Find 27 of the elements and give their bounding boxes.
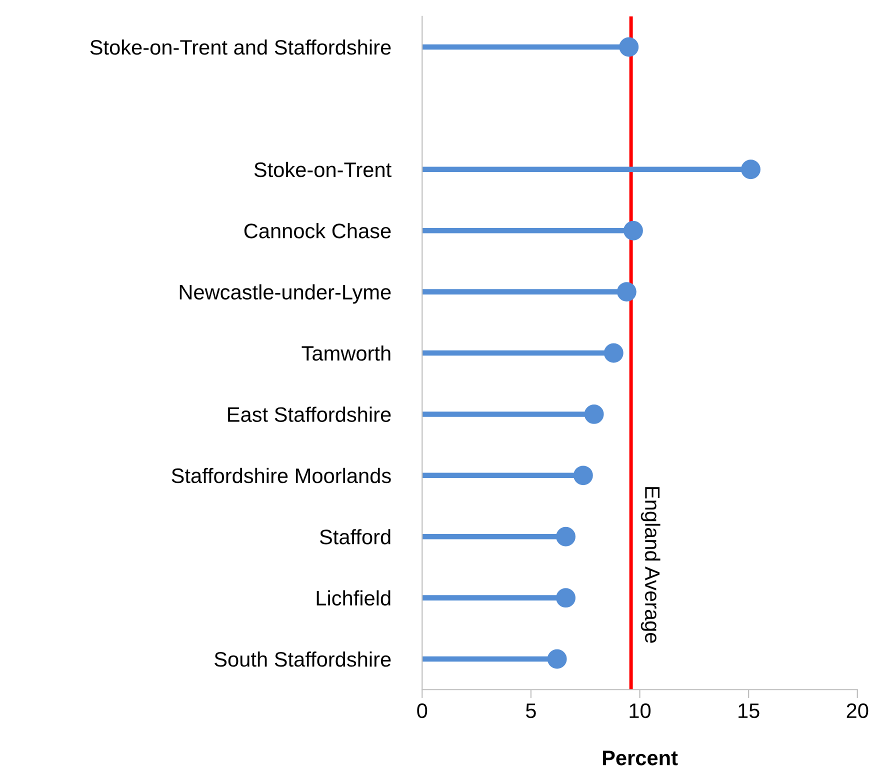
y-tick-label: Tamworth [302, 345, 390, 361]
y-tick-label: Stoke-on-Trent and Staffordshire [90, 39, 391, 55]
point [741, 160, 760, 180]
point [584, 404, 604, 424]
y-tick-label: East Staffordshire [228, 406, 391, 422]
y-tick-label: South Staffordshire [214, 651, 391, 667]
point [619, 37, 639, 57]
x-tick-label: 5 [526, 704, 536, 718]
y-tick-label: Stoke-on-Trent [254, 162, 392, 178]
x-axis-title: Percent [602, 750, 678, 766]
point [604, 343, 624, 363]
x-tick-label: 20 [846, 703, 868, 718]
y-tick-label: Lichfield [316, 590, 390, 606]
point [573, 466, 593, 486]
x-tick-label: 10 [630, 703, 651, 718]
ref-line-label: England Average [640, 487, 660, 643]
point [556, 588, 576, 608]
point [616, 282, 636, 302]
x-tick-label: 0 [417, 703, 428, 718]
y-tick-label: Staffordshire Moorlands [172, 468, 391, 484]
y-tick-label: Cannock Chase [244, 223, 391, 238]
y-tick-label: Newcastle-under-Lyme [180, 284, 391, 304]
y-tick-label: Stafford [320, 529, 390, 544]
point [624, 220, 643, 240]
point [556, 526, 576, 546]
point [547, 649, 567, 669]
x-tick-label: 15 [738, 704, 760, 718]
